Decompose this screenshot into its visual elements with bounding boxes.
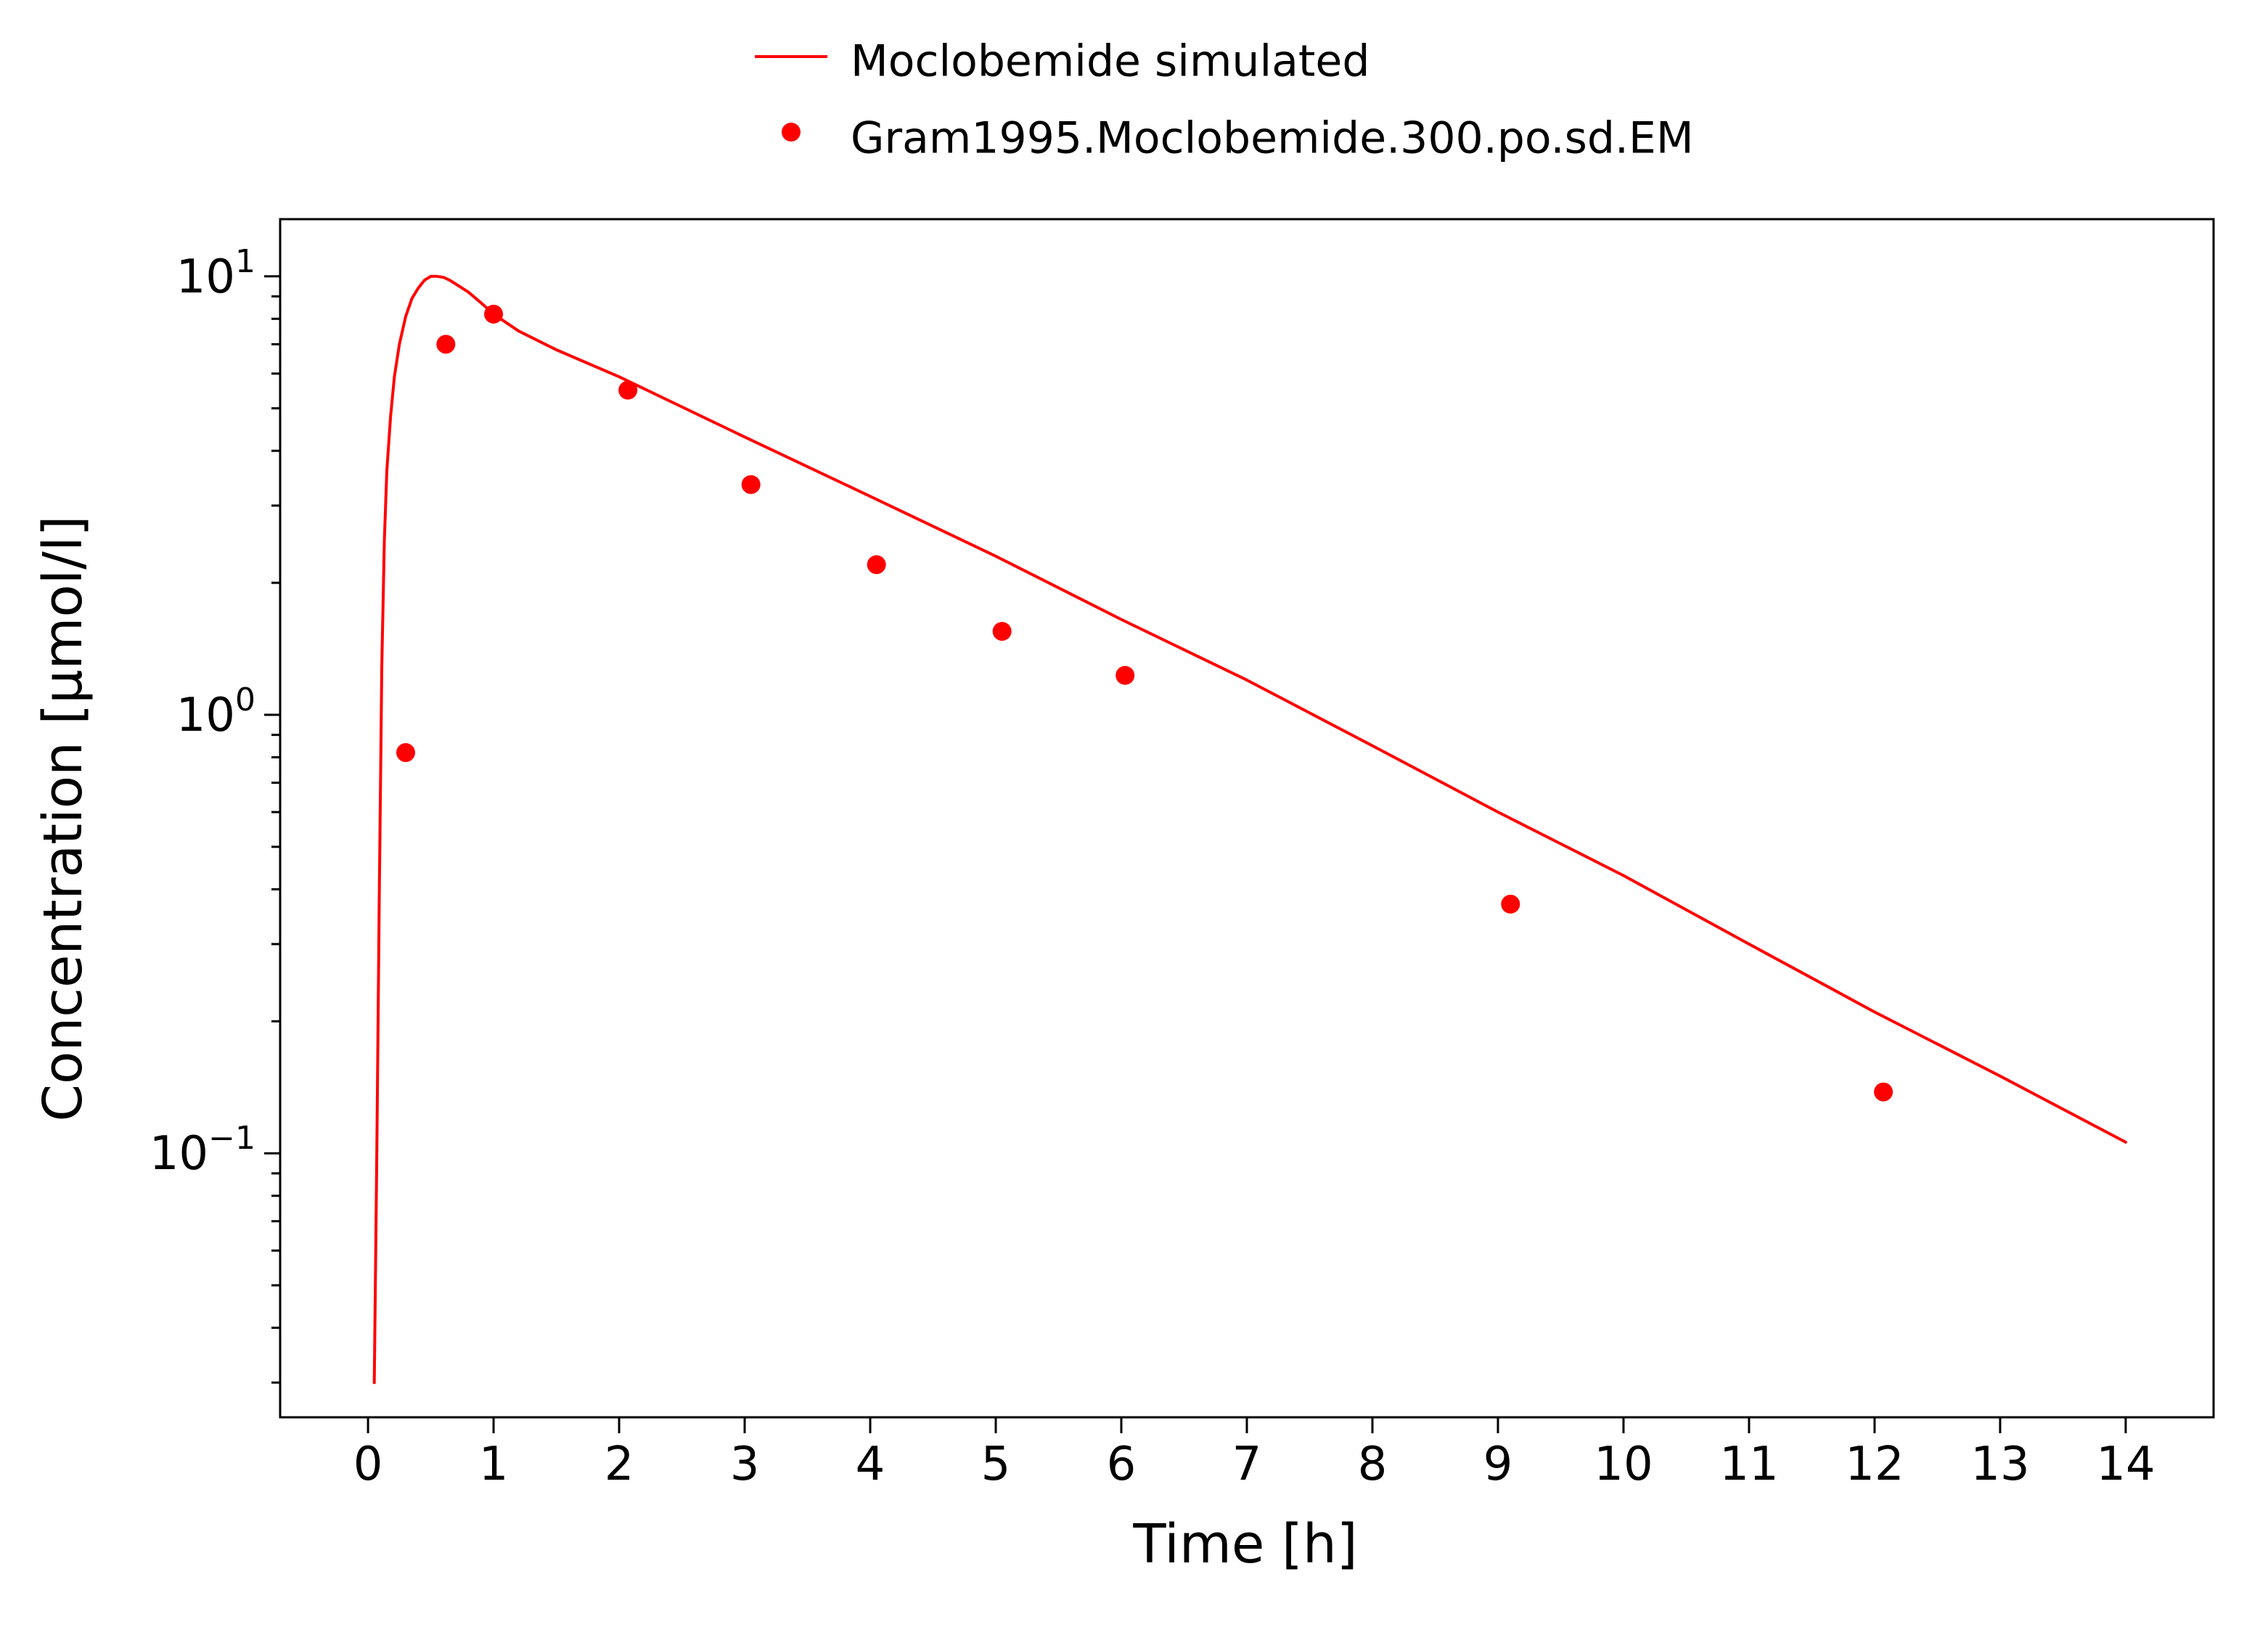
data-point [1874, 1082, 1894, 1102]
x-tick-label: 7 [1232, 1438, 1262, 1491]
plot-area [372, 274, 2127, 1385]
data-point [867, 555, 886, 575]
x-tick-label: 0 [353, 1438, 383, 1491]
x-axis-ticks: 0 1 2 3 4 5 6 7 8 9 10 11 12 13 14 [353, 1417, 2156, 1491]
y-axis-ticks: 101 100 10−1 [150, 243, 280, 1384]
plot-frame [279, 218, 2215, 1419]
y-tick-label: 100 [176, 681, 255, 742]
x-tick-label: 6 [1107, 1438, 1137, 1491]
data-point [436, 335, 456, 354]
x-tick-label: 9 [1483, 1438, 1513, 1491]
legend-label-observed: Gram1995.Moclobemide.300.po.sd.EM [851, 113, 1694, 164]
y-tick-label: 101 [176, 243, 255, 304]
legend-label-simulated: Moclobemide simulated [851, 36, 1370, 87]
y-axis-title: Concentration [µmol/l] [32, 515, 94, 1121]
x-tick-label: 2 [605, 1438, 634, 1491]
x-tick-label: 14 [2096, 1438, 2155, 1491]
data-point [618, 380, 638, 400]
data-point [1115, 665, 1135, 685]
x-tick-label: 4 [856, 1438, 885, 1491]
x-tick-label: 13 [1970, 1438, 2029, 1491]
y-tick-label: 10−1 [150, 1120, 255, 1181]
legend: Moclobemide simulated Gram1995.Moclobemi… [755, 36, 1694, 164]
x-tick-label: 11 [1719, 1438, 1778, 1491]
x-axis-title: Time [h] [1132, 1513, 1357, 1575]
data-point [741, 475, 761, 494]
data-point [1501, 894, 1520, 914]
x-tick-label: 3 [730, 1438, 760, 1491]
data-point [484, 304, 504, 324]
series-line-moclobemide-simulated [372, 274, 2127, 1385]
x-tick-label: 8 [1358, 1438, 1388, 1491]
data-point [396, 743, 415, 763]
x-tick-label: 12 [1845, 1438, 1904, 1491]
x-tick-label: 5 [981, 1438, 1011, 1491]
x-tick-label: 1 [479, 1438, 509, 1491]
x-tick-label: 10 [1594, 1438, 1653, 1491]
legend-dot-swatch [782, 123, 801, 142]
series-points-gram1995 [396, 304, 1894, 1102]
data-point [992, 621, 1012, 641]
